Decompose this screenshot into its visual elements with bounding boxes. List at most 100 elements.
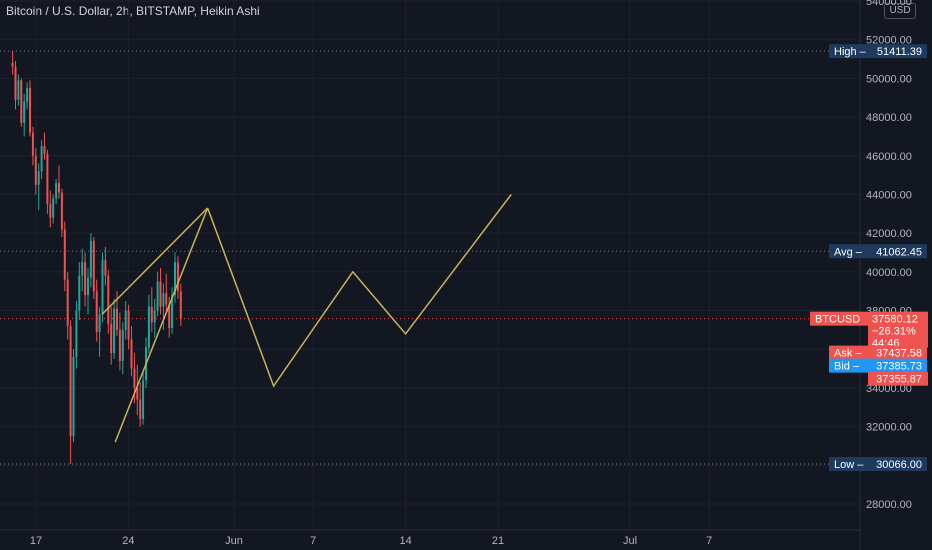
price-stat-lines — [0, 50, 860, 465]
candle-body — [104, 260, 107, 276]
candle-body — [113, 308, 116, 354]
tag-ask-value: 37437.58 — [876, 348, 922, 360]
extra-price-value: 37355.87 — [876, 374, 922, 386]
tag-low-value: 30066.00 — [876, 459, 922, 471]
price-tick-label: 54000.00 — [866, 0, 912, 8]
price-tick-label: 28000.00 — [866, 499, 912, 511]
tag-high-label: High – — [834, 46, 867, 58]
candle-body — [17, 80, 20, 100]
candle-body — [95, 291, 98, 332]
last-price-bg — [868, 311, 928, 348]
price-tick-label: 32000.00 — [866, 422, 912, 434]
candle-body — [121, 329, 124, 361]
candle-body — [156, 281, 159, 311]
price-tick-label: 40000.00 — [866, 267, 912, 279]
candle-body — [75, 310, 78, 357]
candle-body — [72, 356, 75, 437]
candles — [11, 51, 182, 465]
tag-extra-price: 37355.87 — [868, 371, 928, 386]
tag-avg: Avg – 41062.45 — [829, 244, 927, 259]
time-axis: 17 24 Jun 7 14 21 Jul 7 — [0, 529, 860, 547]
time-tick-label: 7 — [310, 535, 316, 547]
candle-body — [26, 88, 29, 102]
candle-body — [87, 277, 89, 296]
candle-body — [92, 240, 95, 292]
currency-button[interactable]: USD — [884, 3, 916, 19]
candle-body — [37, 171, 40, 185]
time-tick-label: 14 — [399, 535, 411, 547]
candle-body — [20, 80, 23, 123]
candle-body — [29, 88, 31, 133]
price-tick-label: 44000.00 — [866, 189, 912, 201]
candle-body — [14, 66, 17, 100]
candle-body — [60, 192, 63, 230]
candle-body — [153, 310, 156, 323]
candle-body — [40, 146, 43, 172]
tag-high-value: 51411.39 — [877, 46, 922, 58]
tag-high: High – 51411.39 — [829, 44, 927, 59]
symbol-label: BTCUSD — [815, 314, 860, 326]
candle-body — [34, 155, 37, 185]
candle-body — [31, 132, 34, 156]
candle-body — [171, 295, 174, 328]
candle-body — [130, 339, 133, 369]
candle-body — [168, 304, 171, 328]
candle-body — [58, 182, 60, 193]
tag-avg-label: Avg – — [834, 246, 863, 258]
tag-bid-bg — [829, 358, 927, 373]
candle-body — [23, 101, 26, 123]
candle-body — [110, 324, 113, 354]
candle-body — [176, 262, 179, 292]
candle-body — [107, 275, 110, 325]
candle-body — [118, 329, 121, 361]
candle-body — [11, 62, 14, 67]
candle-body — [127, 310, 130, 340]
drawings — [101, 194, 512, 443]
candle-body — [46, 153, 49, 205]
price-tick-label: 52000.00 — [866, 35, 912, 47]
price-tick-label: 50000.00 — [866, 73, 912, 85]
candle-body — [174, 262, 176, 296]
time-tick-label: 17 — [30, 535, 42, 547]
candle-body — [165, 293, 168, 305]
candle-body — [159, 281, 162, 307]
candle-body — [69, 326, 72, 437]
candle-body — [162, 293, 165, 307]
candle-body — [63, 229, 66, 280]
candle-body — [150, 306, 153, 323]
chart-title: Bitcoin / U.S. Dollar, 2h, BITSTAMP, Hei… — [6, 4, 260, 18]
tag-ask: Ask – 37437.58 — [829, 345, 927, 360]
price-tick-label: 34000.00 — [866, 383, 912, 395]
symbol-tag-bg — [810, 311, 868, 326]
price-tick-label: 42000.00 — [866, 228, 912, 240]
candle-body — [116, 308, 118, 330]
tag-bid-label: Bid – — [834, 361, 860, 373]
candle-body — [49, 204, 52, 218]
candle-body — [124, 310, 127, 330]
candle-body — [52, 198, 55, 218]
candle-body — [84, 262, 87, 296]
tag-bid: Bid – 37385.73 — [829, 358, 927, 373]
wedge-lower-line — [114, 207, 209, 443]
candle-body — [66, 279, 69, 327]
tag-avg-value: 41062.45 — [876, 246, 922, 258]
change-percent: −26.31% — [872, 326, 916, 338]
tag-low-bg — [829, 457, 927, 472]
candle-body — [43, 146, 46, 154]
candle-body — [136, 387, 139, 400]
candle-body — [147, 306, 150, 348]
tag-ask-bg — [829, 345, 927, 360]
grid — [0, 0, 860, 530]
last-price-value: 37580.12 — [872, 314, 918, 326]
candle-body — [98, 314, 101, 332]
candle-body — [89, 240, 92, 278]
candle-body — [179, 291, 182, 319]
time-tick-label: 24 — [122, 535, 134, 547]
tag-low: Low – 30066.00 — [829, 457, 927, 472]
time-tick-label: Jul — [623, 535, 637, 547]
tag-low-label: Low – — [834, 459, 864, 471]
candle-body — [133, 368, 136, 388]
extra-price-bg — [868, 371, 928, 386]
time-tick-label: Jun — [225, 535, 243, 547]
